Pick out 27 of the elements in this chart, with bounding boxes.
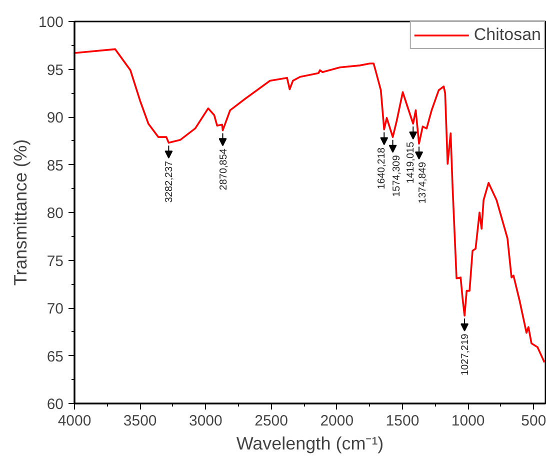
x-axis-title: Wavelength (cm⁻¹) xyxy=(236,434,384,454)
y-tick-label: 85 xyxy=(46,157,64,174)
y-tick-label: 95 xyxy=(46,62,64,79)
x-tick-label: 3500 xyxy=(123,412,157,430)
y-tick-label: 90 xyxy=(46,110,64,126)
y-tick-label: 100 xyxy=(38,14,64,31)
y-axis-title: Transmittance (%) xyxy=(10,139,30,286)
annotation: 3282,237 xyxy=(164,160,176,203)
x-tick-label: 1500 xyxy=(386,412,420,430)
annotation: 1640,218 xyxy=(376,147,388,190)
annotation: 1574,309 xyxy=(391,154,402,197)
x-tick-label: 1000 xyxy=(451,412,485,430)
y-tick-label: 70 xyxy=(46,300,64,318)
x-tick-label: 500 xyxy=(521,412,546,430)
annotation: 1419,015 xyxy=(406,141,417,184)
x-tick-label: 4000 xyxy=(58,412,92,430)
y-tick-label: 80 xyxy=(46,205,64,222)
y-tick-label: 65 xyxy=(46,348,64,366)
legend-label: Chitosan xyxy=(474,25,541,45)
x-tick-label: 2500 xyxy=(254,412,288,430)
annotation: 2870,854 xyxy=(218,148,230,190)
x-tick-label: 3000 xyxy=(189,412,222,430)
x-tick-label: 2000 xyxy=(320,412,354,430)
y-tick-label: 60 xyxy=(46,396,64,413)
annotation: 1027,219 xyxy=(460,333,472,376)
y-tick-label: 75 xyxy=(46,252,64,270)
annotation: 1374,849 xyxy=(418,161,429,204)
